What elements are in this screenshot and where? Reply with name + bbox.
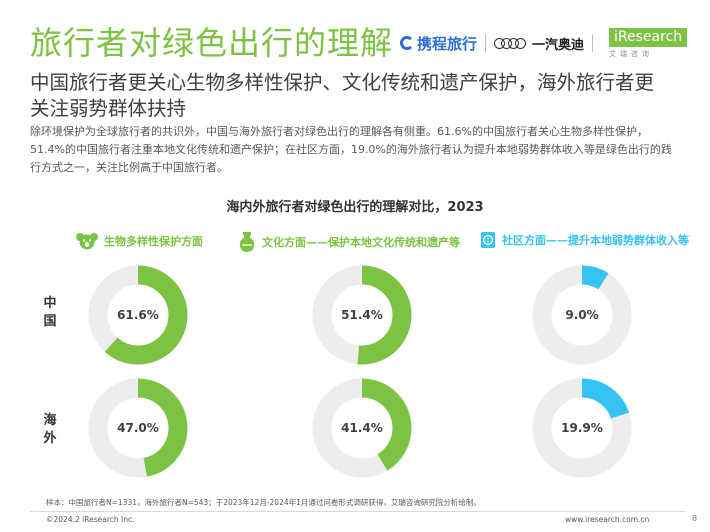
donut-value-arc <box>88 378 188 478</box>
donut-value-label: 9.0% <box>565 308 598 322</box>
donut-value-label: 51.4% <box>341 308 383 322</box>
donut-value-arc <box>312 265 412 365</box>
donut-value-arc <box>88 265 188 365</box>
ctrip-logo-text: 携程旅行 <box>417 34 478 53</box>
ctrip-swirl-icon <box>400 36 414 50</box>
row-label-china: 中国 <box>43 296 57 329</box>
chart-title: 海内外旅行者对绿色出行的理解对比，2023 <box>226 200 484 215</box>
row-label-overseas: 海外 <box>43 413 57 446</box>
donut-value-arc <box>312 378 412 478</box>
column-label: 生物多样性保护方面 <box>104 235 203 248</box>
donut-1-2: 19.9% <box>532 378 632 478</box>
column-label: 社区方面——提升本地弱势群体收入等 <box>502 234 689 247</box>
sample-note: 样本：中国旅行者N=1331，海外旅行者N=543；于2023年12月-2024… <box>46 498 481 507</box>
page-title: 旅行者对绿色出行的理解 <box>30 24 394 62</box>
description-paragraph: 除环境保护为全球旅行者的共识外，中国与海外旅行者对绿色出行的理解各有侧重。61.… <box>30 125 672 174</box>
donut-value-label: 41.4% <box>341 421 383 435</box>
column-header-community: 社区方面——提升本地弱势群体收入等 <box>480 231 689 249</box>
column-header-culture: 文化方面——保护本地文化传统和遗产等 <box>238 231 460 253</box>
donut-value-label: 19.9% <box>561 421 603 435</box>
donut-0-1: 51.4% <box>312 265 412 365</box>
copyright: ©2024.2 iResearch Inc. <box>46 515 135 524</box>
donut-0-0: 61.6% <box>88 265 188 365</box>
koala-icon <box>76 233 98 250</box>
donut-1-1: 41.4% <box>312 378 412 478</box>
logo-divider <box>592 34 594 52</box>
donut-value-arc <box>532 378 632 478</box>
vase-icon <box>239 232 255 252</box>
partner-logos: 携程旅行 一汽奥迪 iResearch 艾瑞咨询 <box>400 27 688 59</box>
donut-value-label: 61.6% <box>117 308 159 322</box>
ctrip-logo: 携程旅行 <box>400 33 477 54</box>
donut-1-0: 47.0% <box>88 378 188 478</box>
iresearch-logo-subtext: 艾瑞咨询 <box>609 49 654 58</box>
footer-divider <box>30 511 685 512</box>
donut-0-2: 9.0% <box>532 265 632 365</box>
audi-rings-icon <box>494 37 527 49</box>
iresearch-logo-text: iResearch <box>609 27 688 47</box>
faw-audi-logo-text: 一汽奥迪 <box>532 37 585 53</box>
money-icon <box>481 232 495 248</box>
iresearch-logo: iResearch 艾瑞咨询 <box>609 27 688 59</box>
website-url: www.iresearch.com.cn <box>565 515 650 524</box>
page-subtitle: 中国旅行者更关心生物多样性保护、文化传统和遗产保护，海外旅行者更关注弱势群体扶持 <box>30 71 655 120</box>
column-label: 文化方面——保护本地文化传统和遗产等 <box>262 236 460 249</box>
column-header-biodiversity: 生物多样性保护方面 <box>76 231 203 251</box>
donut-value-arc <box>532 265 632 365</box>
logo-divider <box>485 34 487 52</box>
page-number: 8 <box>692 514 698 523</box>
donut-value-label: 47.0% <box>117 421 159 435</box>
